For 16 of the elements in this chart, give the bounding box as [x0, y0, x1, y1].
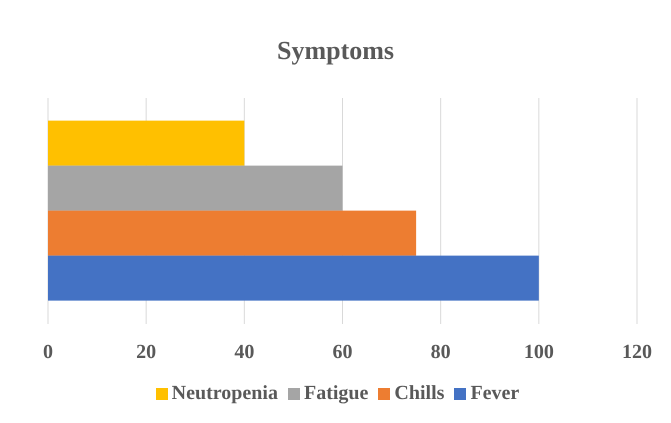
legend-label: Neutropenia — [172, 382, 278, 404]
bar — [48, 166, 342, 211]
legend-label: Fatigue — [304, 382, 368, 404]
x-tick-label: 80 — [430, 341, 451, 364]
x-tick-label: 20 — [136, 341, 156, 364]
x-tick-label: 0 — [43, 341, 53, 364]
legend-label: Chills — [394, 382, 444, 404]
x-tick-label: 40 — [234, 341, 254, 364]
bar — [48, 120, 244, 166]
chart-title: Symptoms — [276, 36, 395, 66]
legend-label: Fever — [470, 382, 520, 404]
bar — [48, 256, 539, 301]
bar — [48, 210, 416, 256]
x-tick-label: 60 — [332, 341, 352, 364]
x-tick-label: 120 — [622, 341, 652, 364]
x-tick-label: 100 — [524, 341, 554, 364]
